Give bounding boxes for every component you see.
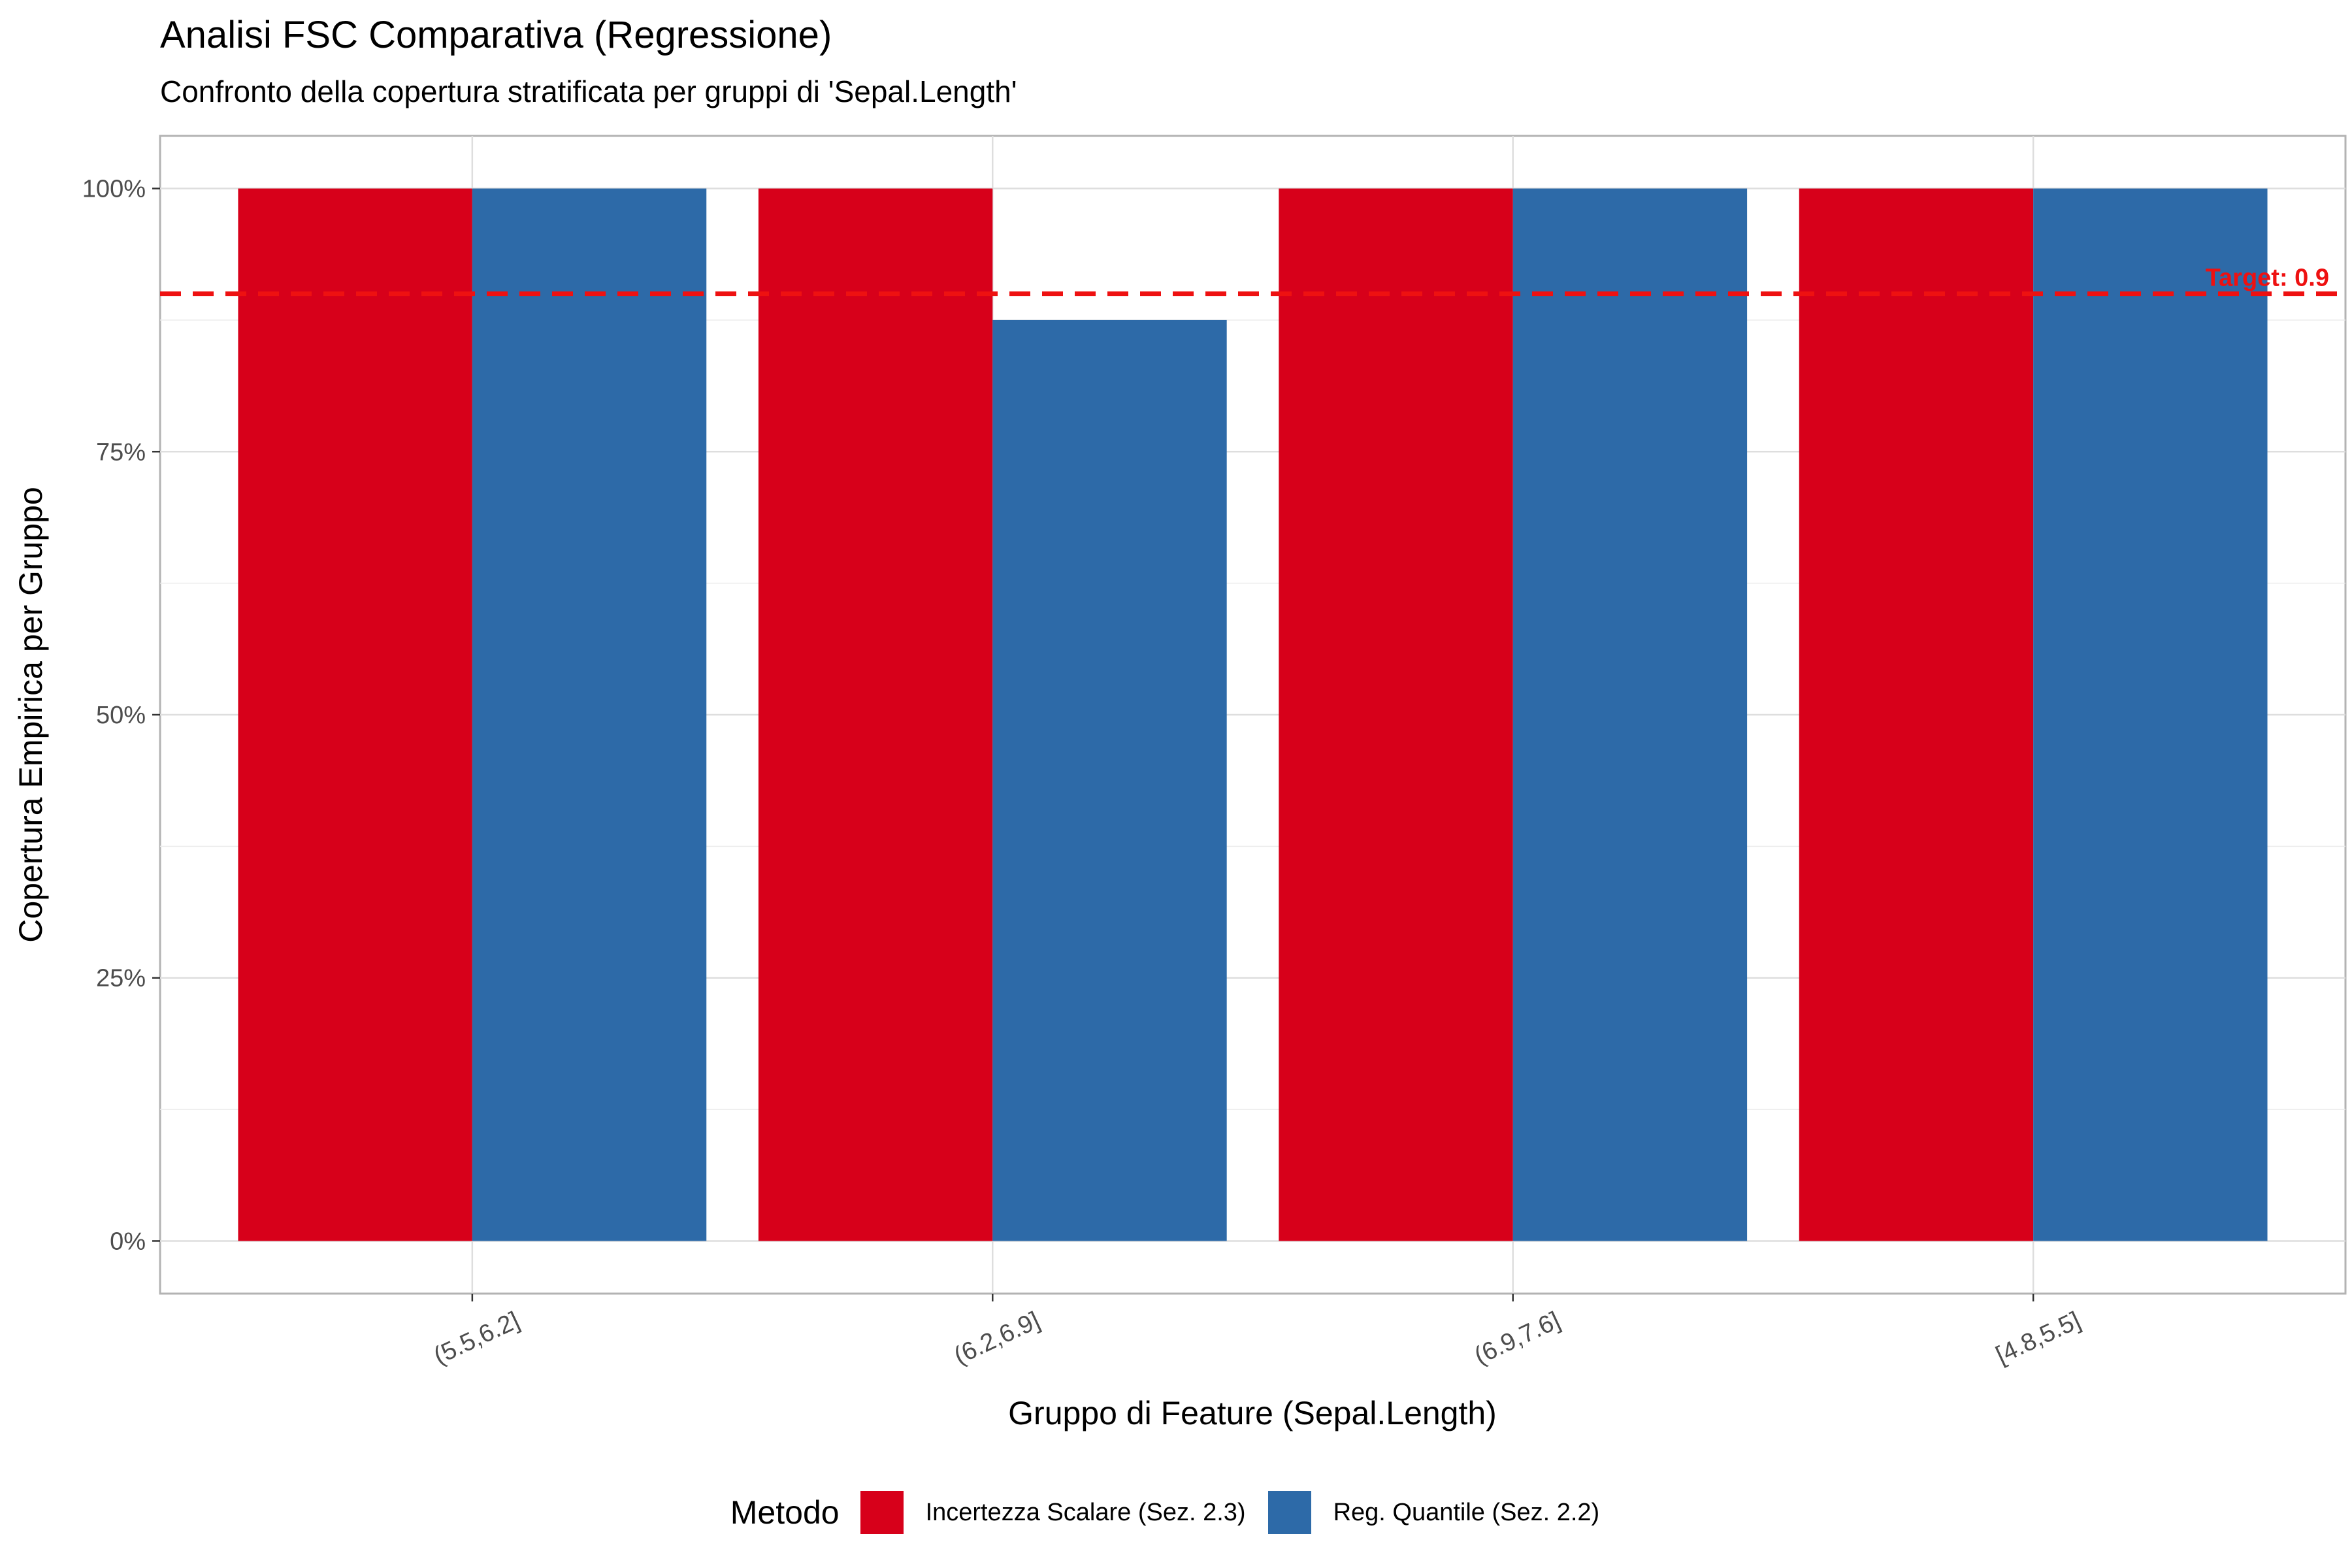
y-tick-label: 0% (110, 1228, 146, 1255)
bar-quantile-1 (992, 319, 1227, 1241)
x-axis-title: Gruppo di Feature (Sepal.Length) (1008, 1395, 1497, 1431)
bars (238, 188, 2268, 1241)
y-tick-label: 75% (96, 438, 146, 466)
legend-label-quantile: Reg. Quantile (Sez. 2.2) (1333, 1498, 1600, 1526)
bar-incertezza-2 (1279, 188, 1513, 1241)
y-tick-label: 100% (82, 176, 146, 203)
target-line-group: Target: 0.9 (160, 265, 2345, 297)
x-tick-label: [4.8,5.5] (1992, 1307, 2085, 1369)
chart-title: Analisi FSC Comparativa (Regressione) (160, 14, 832, 56)
x-axis: (5.5,6.2] (6.2,6.9] (6.9,7.6] [4.8,5.5] (430, 1294, 2085, 1370)
legend-swatch-quantile (1267, 1491, 1311, 1534)
bar-incertezza-1 (758, 188, 993, 1241)
y-tick-label: 25% (96, 965, 146, 992)
y-tick-label: 50% (96, 702, 146, 729)
y-axis-title: Copertura Empirica per Gruppo (12, 487, 49, 943)
legend-swatch-incertezza (860, 1491, 904, 1534)
legend-item-incertezza: Incertezza Scalare (Sez. 2.3) (860, 1491, 1246, 1534)
chart-subtitle: Confronto della copertura stratificata p… (160, 74, 1017, 108)
bar-incertezza-0 (238, 188, 472, 1241)
bar-quantile-2 (1512, 188, 1748, 1241)
bar-quantile-0 (472, 188, 707, 1241)
x-tick-label: (6.2,6.9] (950, 1307, 1044, 1370)
x-tick-label: (5.5,6.2] (430, 1307, 524, 1370)
target-label: Target: 0.9 (2206, 265, 2329, 292)
bar-incertezza-3 (1799, 188, 2034, 1241)
legend-item-quantile: Reg. Quantile (Sez. 2.2) (1267, 1491, 1600, 1534)
legend-label-incertezza: Incertezza Scalare (Sez. 2.3) (925, 1498, 1246, 1526)
bar-quantile-3 (2033, 188, 2268, 1241)
legend-title: Metodo (730, 1494, 840, 1531)
y-axis: 0% 25% 50% 75% 100% (82, 176, 160, 1255)
legend: Metodo Incertezza Scalare (Sez. 2.3) Reg… (0, 1483, 2352, 1542)
x-tick-label: (6.9,7.6] (1470, 1307, 1564, 1370)
